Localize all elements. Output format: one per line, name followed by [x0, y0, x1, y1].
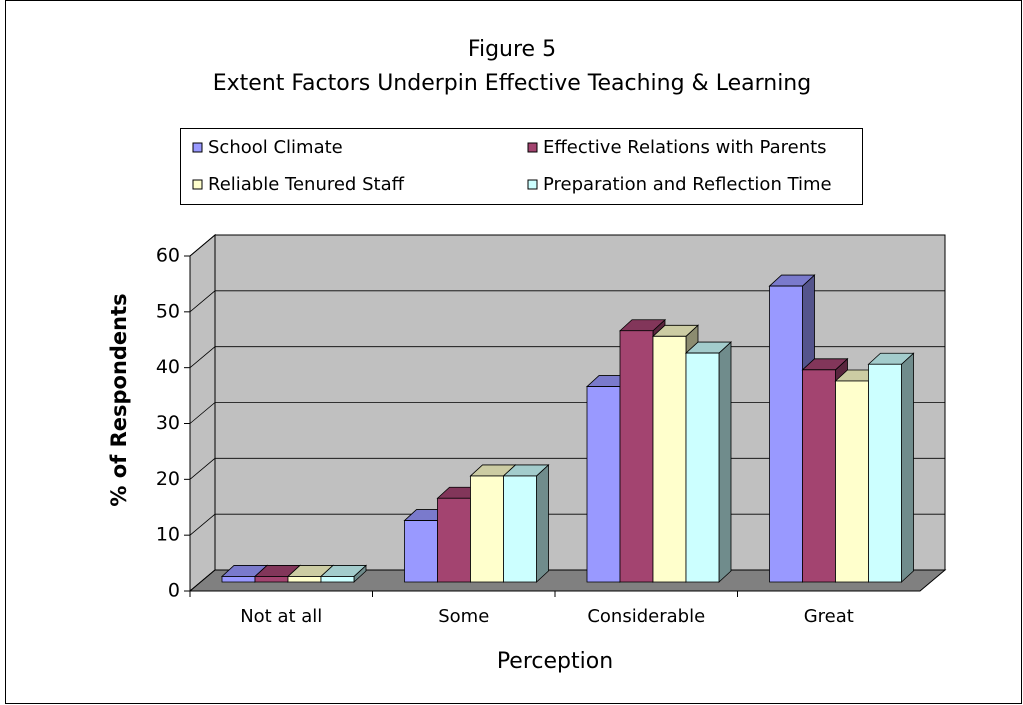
- y-tick-label: 20: [156, 468, 180, 490]
- x-tick-label: Some: [438, 606, 489, 627]
- bar-front: [404, 520, 438, 583]
- legend-label: School Climate: [208, 137, 343, 158]
- bar-front: [652, 335, 687, 583]
- bar: [867, 352, 915, 583]
- bar-side: [718, 341, 732, 583]
- bar-front: [320, 576, 355, 583]
- bar-front: [835, 380, 869, 583]
- bar-front: [586, 386, 621, 583]
- legend-label: Preparation and Reflection Time: [543, 174, 832, 195]
- bar-front: [254, 576, 289, 583]
- legend-swatch: [192, 142, 203, 153]
- bar-front: [503, 475, 537, 583]
- y-axis-label: % of Respondents: [107, 293, 131, 506]
- chart-title: Figure 5: [468, 37, 556, 62]
- bar-front: [221, 576, 256, 583]
- bar-front: [287, 576, 322, 583]
- chart-subtitle: Extent Factors Underpin Effective Teachi…: [213, 71, 811, 96]
- legend-swatch: [192, 179, 203, 190]
- bar: [319, 564, 368, 583]
- y-tick-label: 10: [156, 524, 180, 546]
- bar-side: [536, 464, 549, 583]
- bar: [684, 341, 733, 583]
- x-tick-label: Considerable: [587, 606, 705, 627]
- legend-swatch: [527, 142, 538, 153]
- x-tick-label: Great: [804, 606, 854, 627]
- bar-front: [470, 475, 504, 583]
- bar-side: [901, 352, 914, 583]
- bar-front: [802, 369, 836, 583]
- grid-line: [189, 290, 945, 313]
- y-tick-label: 60: [156, 245, 180, 267]
- legend-label: Effective Relations with Parents: [543, 137, 827, 158]
- y-tick-label: 30: [156, 412, 180, 434]
- bar: [502, 464, 550, 583]
- bar-front: [769, 285, 803, 583]
- bar-front: [868, 363, 902, 583]
- y-tick-label: 0: [168, 580, 180, 602]
- x-axis-label: Perception: [497, 649, 613, 674]
- y-tick-label: 50: [156, 300, 180, 322]
- bar-front: [437, 497, 471, 583]
- legend-swatch: [527, 179, 538, 190]
- bar-front: [619, 330, 654, 583]
- legend-box: [180, 128, 863, 205]
- legend-label: Reliable Tenured Staff: [208, 174, 405, 195]
- y-tick-label: 40: [156, 356, 180, 378]
- bar-front: [685, 352, 720, 583]
- x-tick-label: Not at all: [240, 606, 322, 627]
- grid-line: [189, 234, 945, 257]
